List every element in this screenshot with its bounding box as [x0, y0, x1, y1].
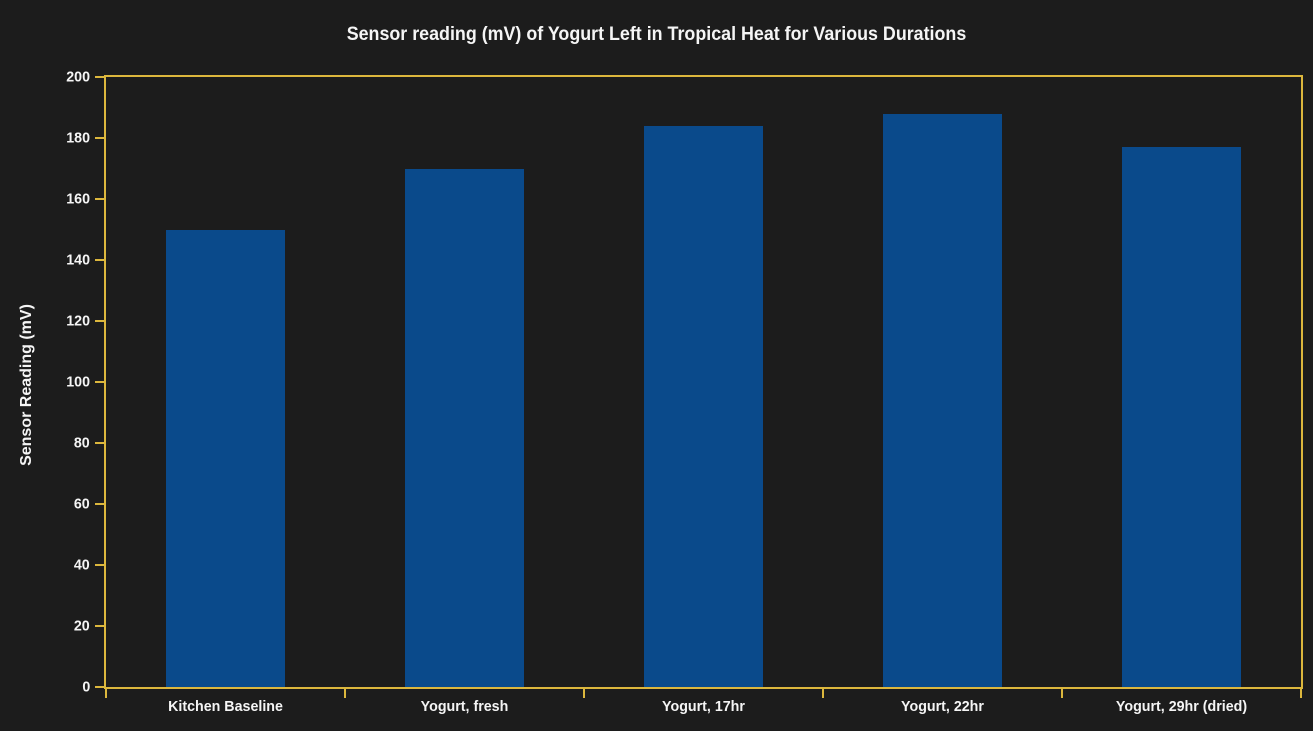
y-tick-label: 40	[74, 556, 90, 574]
y-tick	[95, 76, 104, 78]
x-tick	[822, 689, 824, 698]
y-axis-title: Sensor Reading (mV)	[18, 304, 35, 466]
x-axis-label: Yogurt, 17hr	[662, 698, 745, 715]
y-tick-label: 80	[74, 434, 90, 452]
y-tick-label: 200	[66, 68, 90, 86]
y-tick	[95, 381, 104, 383]
x-tick	[583, 689, 585, 698]
y-tick	[95, 686, 104, 688]
y-tick	[95, 198, 104, 200]
x-tick	[105, 689, 107, 698]
chart-title: Sensor reading (mV) of Yogurt Left in Tr…	[346, 24, 967, 45]
y-tick	[95, 137, 104, 139]
y-tick-label: 140	[66, 251, 90, 269]
y-tick-label: 100	[66, 373, 90, 391]
bar-4	[882, 113, 1003, 687]
x-tick	[1061, 689, 1063, 698]
y-tick-label: 0	[82, 678, 90, 696]
bar-1	[165, 229, 286, 687]
bar-2	[404, 168, 525, 687]
y-tick-label: 160	[66, 190, 90, 208]
x-axis-label: Yogurt, 22hr	[901, 698, 984, 715]
x-axis-label: Yogurt, fresh	[420, 698, 509, 715]
bar-5	[1121, 147, 1242, 687]
y-tick-label: 60	[74, 495, 90, 513]
y-tick-label: 180	[66, 129, 90, 147]
x-tick	[344, 689, 346, 698]
plot-area: 0 20 40 60 80 100 120 140 160 180 200 Kitchen Basel…	[66, 70, 1303, 714]
x-axis-label: Yogurt, 29hr (dried)	[1115, 698, 1248, 715]
y-tick	[95, 564, 104, 566]
y-tick	[95, 625, 104, 627]
y-tick	[95, 320, 104, 322]
y-tick	[95, 503, 104, 505]
y-tick	[95, 259, 104, 261]
x-axis-label: Kitchen Baseline	[168, 698, 283, 715]
x-tick	[1300, 689, 1302, 698]
y-tick-label: 120	[66, 312, 90, 330]
y-tick	[95, 442, 104, 444]
y-tick-label: 20	[74, 617, 90, 635]
bar-3	[643, 125, 764, 687]
